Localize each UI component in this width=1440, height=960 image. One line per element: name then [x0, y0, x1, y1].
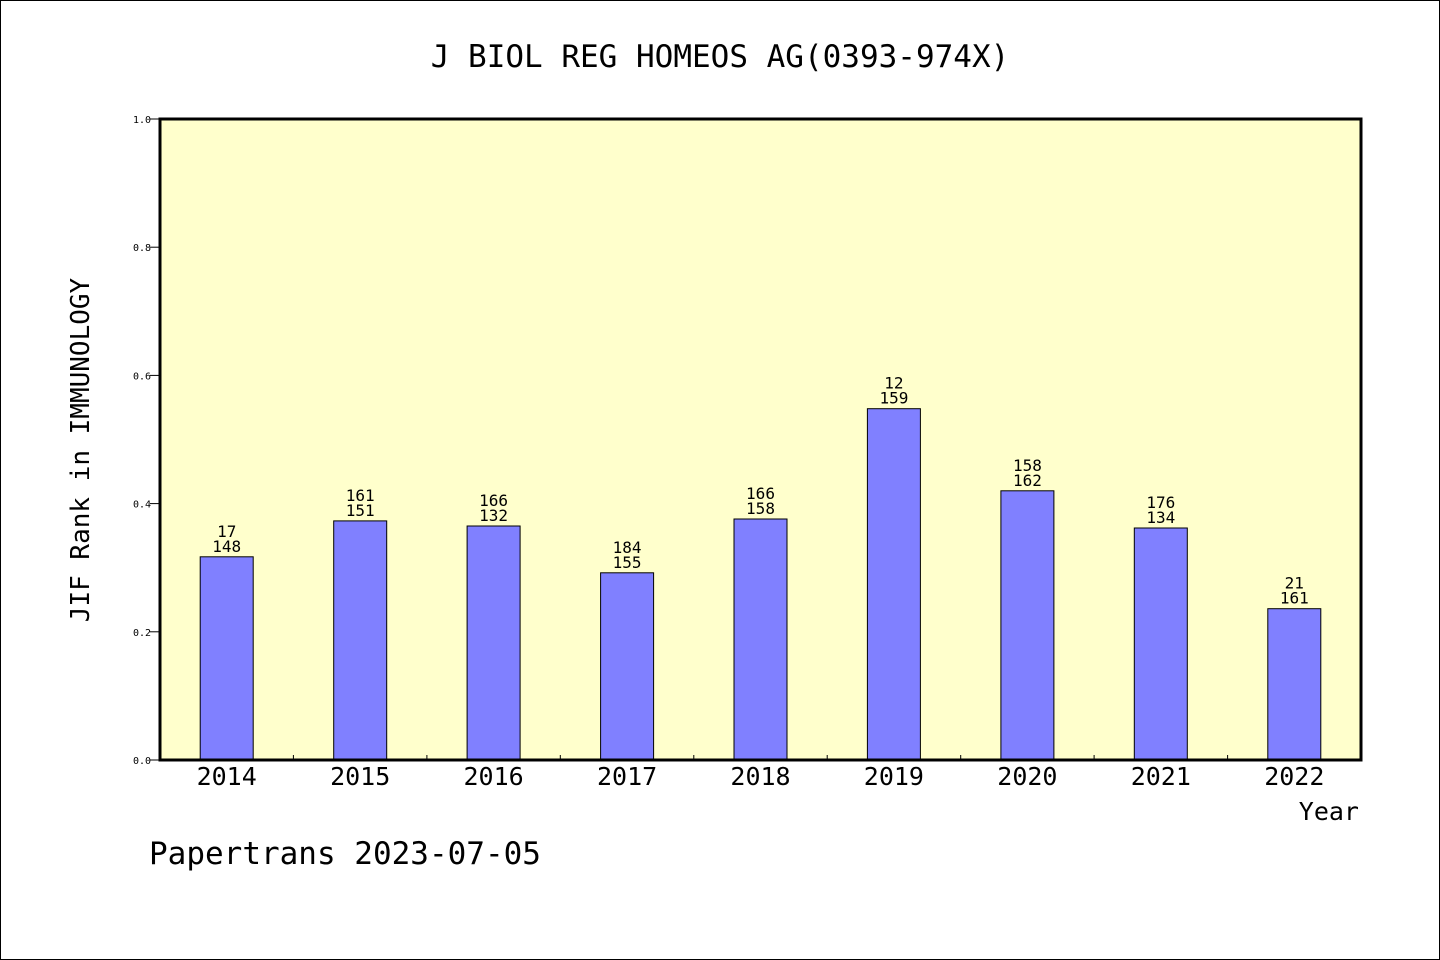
y-axis: 0.0 0.2 0.4 0.6 0.8 1.0 — [133, 115, 160, 767]
bar-2021 — [1133, 527, 1188, 761]
bar-label-top-2019: 12 — [884, 374, 903, 393]
bar-label-bottom-2016: 132 — [479, 506, 508, 525]
x-axis: 2014 2015 2016 2017 2018 2019 2020 2021 2022 — [197, 755, 1324, 791]
y-tick-label: 1.0 — [133, 115, 151, 126]
bar-label-top-2015: 161 — [346, 486, 375, 505]
y-tick-label: 0.0 — [133, 756, 151, 767]
x-tick-label-2015: 2015 — [330, 762, 390, 791]
bar-label-bottom-2017: 155 — [613, 553, 642, 572]
bar-label-bottom-2014: 148 — [212, 537, 241, 556]
chart-title: J BIOL REG HOMEOS AG(0393-974X) — [431, 39, 1010, 75]
bar-label-top-2016: 166 — [479, 491, 508, 510]
bar-2017 — [600, 572, 655, 761]
bar-2015 — [333, 520, 388, 761]
bar-label-top-2014: 17 — [217, 522, 236, 541]
bar-2019 — [866, 408, 921, 761]
x-tick-label-2022: 2022 — [1264, 762, 1324, 791]
bar-label-bottom-2019: 159 — [879, 389, 908, 408]
plot-border — [158, 117, 1363, 762]
bars-layer — [199, 408, 1322, 761]
bar-label-bottom-2020: 162 — [1013, 471, 1042, 490]
y-tick-label: 0.4 — [133, 500, 151, 511]
footer-text: Papertrans 2023-07-05 — [149, 836, 541, 872]
bar-label-bottom-2015: 151 — [346, 501, 375, 520]
bar-label-top-2018: 166 — [746, 484, 775, 503]
y-axis-title: JIF Rank in IMMUNOLOGY — [66, 277, 96, 622]
x-tick-label-2017: 2017 — [597, 762, 657, 791]
bar-label-top-2017: 184 — [613, 538, 642, 557]
y-tick-label: 0.6 — [133, 371, 151, 382]
x-tick-label-2016: 2016 — [463, 762, 523, 791]
bar-labels-layer: 1714816115116613218415516615812159158162… — [212, 374, 1309, 608]
x-tick-label-2018: 2018 — [730, 762, 790, 791]
bar-2022 — [1267, 608, 1322, 761]
x-tick-label-2014: 2014 — [197, 762, 257, 791]
bar-label-bottom-2021: 134 — [1146, 508, 1175, 527]
bar-label-bottom-2022: 161 — [1280, 589, 1309, 608]
bar-label-top-2021: 176 — [1146, 493, 1175, 512]
x-tick-label-2021: 2021 — [1131, 762, 1191, 791]
y-tick-label: 0.8 — [133, 243, 151, 254]
bar-2014 — [199, 556, 254, 761]
x-tick-label-2019: 2019 — [864, 762, 924, 791]
bar-label-top-2020: 158 — [1013, 456, 1042, 475]
bar-label-top-2022: 21 — [1285, 574, 1304, 593]
bar-2020 — [1000, 490, 1055, 761]
x-tick-label-2020: 2020 — [997, 762, 1057, 791]
x-axis-title: Year — [1299, 797, 1359, 826]
bar-label-bottom-2018: 158 — [746, 499, 775, 518]
bar-2016 — [466, 525, 521, 761]
bar-2018 — [733, 518, 788, 761]
y-tick-label: 0.2 — [133, 628, 151, 639]
